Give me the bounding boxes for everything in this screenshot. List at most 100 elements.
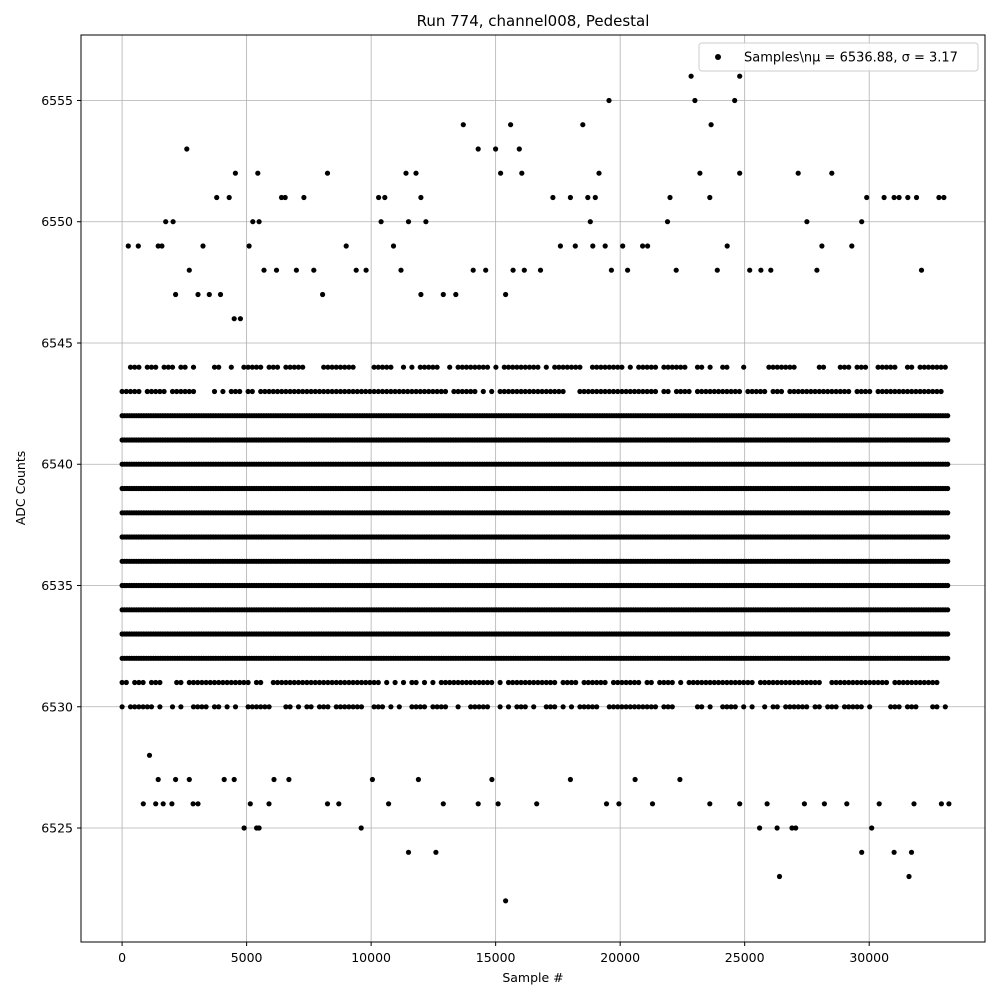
data-point: [342, 679, 348, 686]
data-point: [799, 388, 806, 395]
data-point: [879, 364, 885, 370]
data-point: [320, 291, 326, 298]
data-point: [645, 243, 651, 249]
data-point: [774, 704, 780, 710]
data-point: [125, 243, 131, 249]
data-point: [256, 219, 262, 225]
data-point: [945, 510, 951, 516]
data-point: [497, 388, 503, 395]
data-point: [636, 679, 642, 686]
y-tick-label: 6545: [41, 335, 73, 350]
data-point: [708, 122, 714, 128]
data-point: [606, 364, 612, 370]
data-point: [346, 704, 352, 710]
data-point: [136, 364, 142, 370]
data-point: [833, 704, 839, 710]
data-point: [386, 801, 392, 807]
data-point: [321, 704, 327, 710]
data-point: [930, 364, 936, 370]
data-point: [388, 388, 394, 395]
data-point: [736, 679, 743, 686]
data-point: [762, 679, 768, 686]
data-point: [369, 776, 375, 783]
data-point: [913, 388, 919, 395]
data-point: [728, 704, 734, 710]
data-point: [329, 388, 335, 395]
data-point: [384, 388, 390, 395]
data-point: [791, 388, 797, 395]
data-point: [610, 704, 617, 710]
data-point: [510, 267, 516, 273]
data-point: [358, 679, 365, 686]
data-point: [169, 704, 176, 710]
data-point: [783, 704, 789, 710]
data-point: [132, 679, 138, 686]
data-point: [602, 679, 608, 686]
data-point: [820, 364, 827, 370]
data-point: [409, 388, 415, 395]
data-point: [127, 704, 134, 710]
data-point: [169, 801, 175, 807]
data-point: [514, 679, 520, 686]
data-point: [266, 801, 272, 807]
data-point: [724, 704, 730, 710]
data-point: [694, 679, 701, 686]
data-point: [942, 704, 948, 710]
data-point: [311, 267, 317, 273]
data-point: [249, 704, 255, 710]
data-point: [531, 364, 537, 370]
data-point: [526, 364, 533, 370]
data-point: [228, 679, 234, 686]
data-point: [516, 146, 522, 152]
data-point: [589, 388, 596, 395]
data-point: [337, 388, 344, 395]
data-point: [770, 704, 776, 710]
data-point: [888, 364, 894, 370]
data-point: [724, 243, 730, 249]
data-point: [274, 388, 281, 395]
data-point: [468, 388, 474, 395]
data-point: [300, 388, 306, 395]
data-point: [505, 364, 512, 370]
data-point: [258, 388, 264, 395]
data-point: [892, 679, 898, 686]
data-point: [682, 388, 688, 395]
data-point: [623, 679, 629, 686]
data-point: [484, 704, 491, 710]
data-point: [375, 388, 381, 395]
data-point: [741, 364, 747, 370]
y-tick-label: 6555: [41, 93, 73, 108]
data-point: [350, 704, 356, 710]
data-point: [841, 388, 848, 395]
data-point: [531, 704, 537, 710]
data-point: [594, 364, 600, 370]
data-point: [925, 364, 932, 370]
data-point: [421, 679, 428, 686]
data-point: [237, 679, 243, 686]
data-point: [829, 388, 835, 395]
data-point: [337, 364, 344, 370]
data-point: [321, 388, 327, 395]
data-point: [862, 364, 869, 370]
data-point: [253, 679, 260, 686]
data-point: [363, 679, 369, 686]
data-point: [241, 825, 247, 831]
data-point: [587, 219, 593, 225]
data-point: [543, 679, 549, 686]
data-point: [278, 194, 285, 201]
data-point: [463, 679, 470, 686]
data-point: [140, 801, 146, 807]
data-point: [757, 825, 763, 831]
data-point: [480, 388, 486, 395]
data-point: [581, 704, 587, 710]
data-point: [350, 388, 356, 395]
data-point: [173, 776, 179, 783]
data-point: [787, 679, 793, 686]
data-point: [148, 388, 155, 395]
data-point: [619, 704, 625, 710]
data-point: [295, 704, 302, 710]
data-point: [757, 679, 764, 686]
data-point: [793, 825, 799, 831]
data-point: [854, 679, 860, 686]
data-point: [434, 364, 440, 370]
